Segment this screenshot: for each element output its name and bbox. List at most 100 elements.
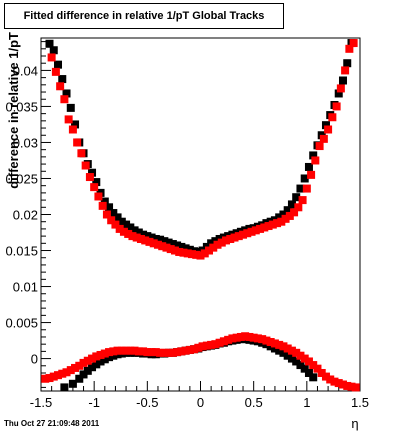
data-point <box>213 240 222 249</box>
data-point <box>287 200 296 209</box>
data-point <box>147 348 156 357</box>
data-point <box>296 351 305 360</box>
data-point <box>283 206 292 215</box>
x-tick-label: -1 <box>88 395 100 410</box>
data-point <box>41 374 50 383</box>
data-point <box>275 213 284 222</box>
data-point <box>321 372 330 381</box>
data-point <box>109 209 118 218</box>
data-point <box>292 348 301 357</box>
data-point <box>83 366 92 375</box>
axis-ticks <box>40 41 361 391</box>
data-point <box>326 375 335 384</box>
data-point <box>283 351 292 360</box>
data-point <box>160 348 169 357</box>
data-point <box>319 134 328 143</box>
data-point <box>160 237 169 246</box>
data-point <box>343 381 352 390</box>
data-point <box>73 138 82 147</box>
data-point <box>60 95 69 104</box>
data-point <box>222 236 231 245</box>
data-point <box>54 371 63 380</box>
data-point <box>149 239 158 248</box>
data-point <box>304 357 313 366</box>
data-point <box>302 184 311 193</box>
data-point <box>62 89 71 98</box>
data-point <box>334 379 343 388</box>
data-point <box>156 348 165 357</box>
data-point <box>168 348 177 357</box>
data-point <box>196 251 205 260</box>
data-point <box>58 369 67 378</box>
data-point <box>190 345 199 354</box>
data-point <box>143 232 152 241</box>
data-point <box>122 220 131 229</box>
data-point <box>347 382 356 391</box>
data-point <box>173 348 182 357</box>
data-point <box>338 76 347 85</box>
y-axis-title: difference in relative 1/pT <box>6 32 21 189</box>
data-point <box>88 354 97 363</box>
data-point <box>88 168 97 177</box>
data-point <box>211 340 220 349</box>
data-point <box>309 373 318 382</box>
y-tick-label: 0.035 <box>5 99 38 114</box>
data-point <box>96 357 105 366</box>
data-point <box>296 184 305 193</box>
data-point <box>179 248 188 257</box>
data-point <box>109 347 118 356</box>
data-point <box>279 210 288 219</box>
data-point <box>147 233 156 242</box>
data-point <box>209 243 218 252</box>
data-point <box>98 201 107 210</box>
data-point <box>130 226 139 235</box>
data-point <box>307 170 316 179</box>
data-point <box>262 336 271 345</box>
data-point <box>145 237 154 246</box>
data-point <box>77 149 86 158</box>
data-point <box>100 349 109 358</box>
data-point <box>304 162 313 171</box>
data-point <box>166 245 175 254</box>
data-point <box>85 173 94 182</box>
data-point <box>251 226 260 235</box>
data-point <box>139 230 148 239</box>
data-point <box>64 115 73 124</box>
data-point <box>256 224 265 233</box>
footer-timestamp: Thu Oct 27 21:09:48 2011 <box>4 419 100 428</box>
data-point <box>324 125 333 134</box>
data-point <box>45 374 54 383</box>
data-point <box>200 249 209 258</box>
data-point <box>228 334 237 343</box>
data-point <box>47 53 56 62</box>
data-point <box>194 343 203 352</box>
data-point <box>158 242 167 251</box>
data-point <box>139 347 148 356</box>
y-tick-label: 0.01 <box>13 280 38 295</box>
data-point <box>270 339 279 348</box>
data-point <box>143 348 152 357</box>
data-point <box>115 224 124 233</box>
y-tick-label: 0.025 <box>5 171 38 186</box>
data-point <box>309 151 318 160</box>
data-point <box>205 246 214 255</box>
data-point <box>134 347 143 356</box>
data-point <box>109 351 118 360</box>
data-point <box>185 345 194 354</box>
data-point <box>249 333 258 342</box>
data-point <box>300 174 309 183</box>
data-point <box>79 370 88 379</box>
data-point <box>309 361 318 370</box>
data-point <box>232 333 241 342</box>
chart-title: Fitted difference in relative 1/pT Globa… <box>4 3 284 29</box>
data-point <box>151 234 160 243</box>
data-point <box>304 368 313 377</box>
data-point <box>128 232 137 241</box>
data-point <box>56 82 65 91</box>
data-point <box>66 366 75 375</box>
data-point <box>207 340 216 349</box>
x-tick-label: 1 <box>303 395 310 410</box>
data-point <box>270 344 279 353</box>
data-point <box>117 346 126 355</box>
